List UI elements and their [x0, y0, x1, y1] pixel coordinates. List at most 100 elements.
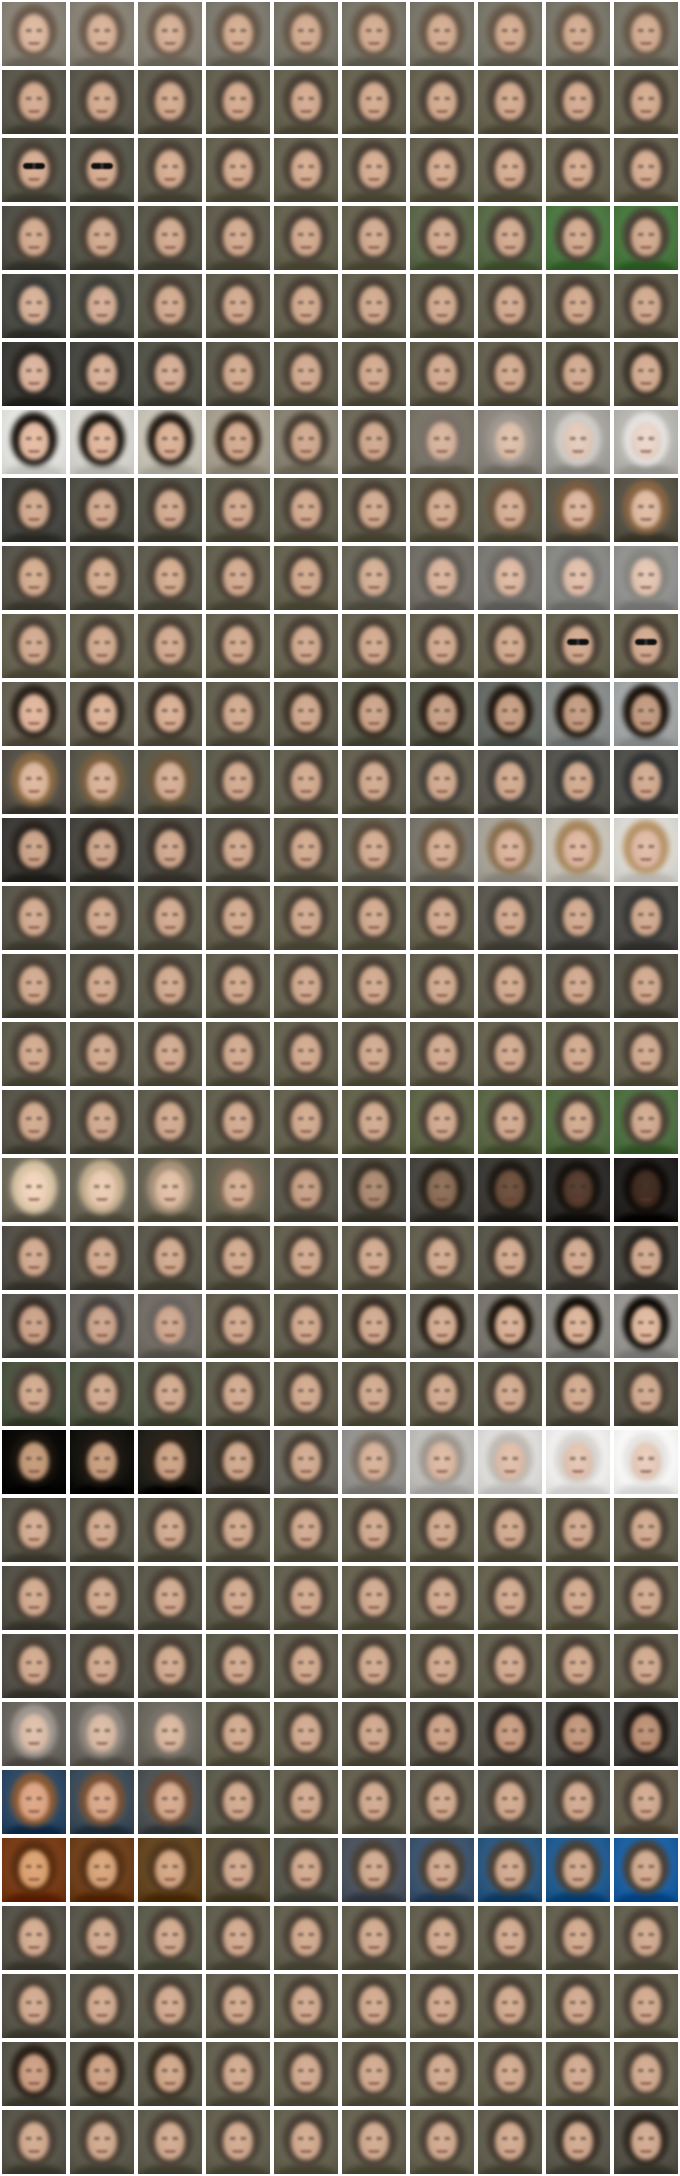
eyes: [636, 709, 656, 712]
face: [155, 1646, 185, 1684]
mouth: [300, 1878, 312, 1881]
mouth: [504, 382, 516, 385]
shoulders: [208, 1076, 268, 1086]
face-thumbnail: [206, 274, 270, 338]
face: [19, 1850, 49, 1888]
shoulders: [276, 260, 336, 270]
face-thumbnail: [546, 1838, 610, 1902]
face: [223, 1442, 253, 1480]
eyes: [160, 1185, 180, 1188]
face: [631, 830, 661, 868]
shoulders: [616, 1212, 676, 1222]
mouth: [504, 450, 516, 453]
face: [223, 1918, 253, 1956]
eyes: [636, 845, 656, 848]
face: [495, 1986, 525, 2024]
face: [563, 1442, 593, 1480]
shoulders: [72, 192, 132, 202]
shoulders: [4, 328, 64, 338]
mouth: [232, 110, 244, 113]
face: [495, 2122, 525, 2160]
mouth: [436, 42, 448, 45]
face: [495, 762, 525, 800]
face: [223, 1986, 253, 2024]
shoulders: [276, 1552, 336, 1562]
face: [631, 2122, 661, 2160]
mouth: [300, 722, 312, 725]
eyes: [568, 709, 588, 712]
face-thumbnail: [410, 1974, 474, 2038]
eyes: [500, 709, 520, 712]
shoulders: [344, 2028, 404, 2038]
eyes: [160, 437, 180, 440]
mouth: [368, 1062, 380, 1065]
eyes: [364, 573, 384, 576]
eyes: [296, 573, 316, 576]
shoulders: [208, 1960, 268, 1970]
eyes: [228, 2069, 248, 2072]
mouth: [504, 926, 516, 929]
eyes: [296, 1661, 316, 1664]
shoulders: [548, 1416, 608, 1426]
mouth: [164, 654, 176, 657]
eyes: [92, 1117, 112, 1120]
mouth: [28, 1946, 40, 1949]
face-thumbnail: [478, 70, 542, 134]
shoulders: [480, 1348, 540, 1358]
face: [563, 286, 593, 324]
face: [291, 626, 321, 664]
eyes: [160, 1457, 180, 1460]
face-thumbnail: [2, 342, 66, 406]
eyes: [296, 1797, 316, 1800]
eyes: [92, 913, 112, 916]
eyes: [636, 301, 656, 304]
shoulders: [4, 2096, 64, 2106]
shoulders: [208, 1552, 268, 1562]
face: [495, 1510, 525, 1548]
face-thumbnail: [342, 1090, 406, 1154]
face-thumbnail: [206, 478, 270, 542]
mouth: [96, 1810, 108, 1813]
shoulders: [480, 1960, 540, 1970]
face: [19, 286, 49, 324]
face-thumbnail: [70, 2042, 134, 2106]
shoulders: [344, 2164, 404, 2174]
face-thumbnail: [138, 614, 202, 678]
shoulders: [276, 736, 336, 746]
eyes: [160, 301, 180, 304]
face: [155, 1306, 185, 1344]
mouth: [504, 518, 516, 521]
face-thumbnail: [410, 886, 474, 950]
shoulders: [276, 1892, 336, 1902]
face: [427, 422, 457, 460]
face: [19, 1782, 49, 1820]
face-thumbnail: [70, 1770, 134, 1834]
shoulders: [208, 872, 268, 882]
mouth: [436, 2014, 448, 2017]
face-thumbnail: [70, 546, 134, 610]
eyes: [24, 369, 44, 372]
face-thumbnail: [206, 1838, 270, 1902]
face-thumbnail: [546, 954, 610, 1018]
face: [291, 1102, 321, 1140]
face-thumbnail: [138, 1634, 202, 1698]
mouth: [232, 2014, 244, 2017]
mouth: [28, 42, 40, 45]
shoulders: [616, 1552, 676, 1562]
eyes: [160, 1865, 180, 1868]
shoulders: [276, 1620, 336, 1630]
shoulders: [480, 1008, 540, 1018]
shoulders: [72, 56, 132, 66]
shoulders: [140, 1824, 200, 1834]
face: [631, 1442, 661, 1480]
shoulders: [140, 1688, 200, 1698]
eyes: [296, 845, 316, 848]
face: [87, 558, 117, 596]
eyes: [228, 233, 248, 236]
eyes: [92, 1865, 112, 1868]
mouth: [164, 790, 176, 793]
shoulders: [72, 736, 132, 746]
shoulders: [412, 1824, 472, 1834]
face-thumbnail: [2, 682, 66, 746]
mouth: [504, 1878, 516, 1881]
